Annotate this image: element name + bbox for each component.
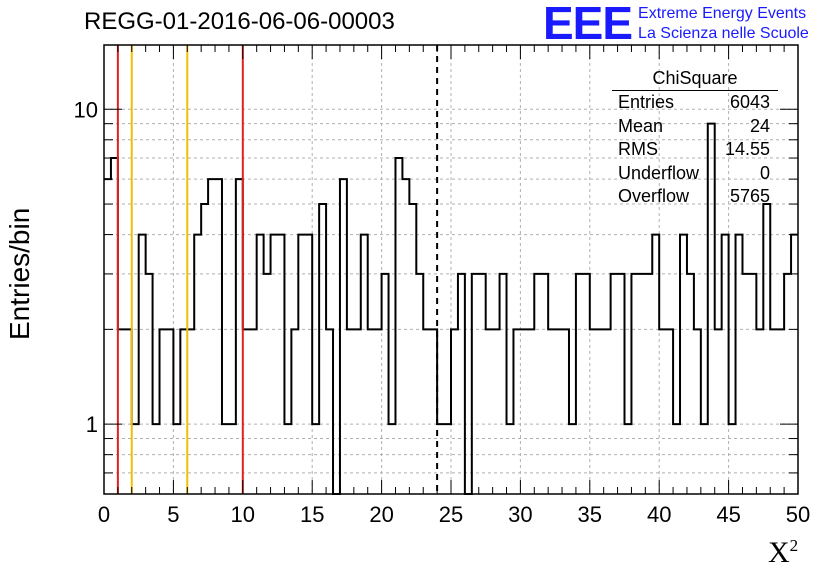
y-tick-label: 1	[86, 412, 98, 437]
stats-label: Entries	[618, 92, 675, 112]
stats-row-mean: Mean 24	[610, 115, 778, 139]
stats-row-underflow: Underflow 0	[610, 162, 778, 186]
logo-line-1: Extreme Energy Events	[638, 5, 807, 22]
x-axis-label-base: X	[768, 536, 790, 569]
stats-label: Mean	[618, 115, 664, 136]
x-tick-label: 35	[578, 502, 602, 527]
histogram-series	[104, 122, 798, 495]
stats-value: 0	[759, 162, 770, 183]
stats-row-rms: RMS 14.55	[610, 138, 778, 162]
logo-mark: EEE	[543, 0, 633, 49]
logo-line-2: La Scienza nelle Scuole	[638, 25, 809, 42]
stats-row-overflow: Overflow 5765	[610, 185, 778, 209]
x-tick-label: 5	[167, 502, 179, 527]
x-tick-label: 0	[98, 502, 110, 527]
eee-logo: EEE Extreme Energy Events La Scienza nel…	[543, 0, 809, 49]
x-tick-label: 50	[786, 502, 810, 527]
stats-label: Underflow	[618, 162, 700, 183]
x-tick-label: 20	[369, 502, 393, 527]
histogram-line	[104, 122, 798, 495]
y-axis-label: Entries/bin	[4, 207, 35, 340]
marker-lines	[116, 45, 439, 494]
stats-row-entries: Entries 6043	[610, 91, 778, 115]
y-tick-label: 10	[74, 97, 98, 122]
stats-value: 14.55	[724, 139, 770, 159]
x-tick-label: 15	[300, 502, 324, 527]
x-tick-label: 45	[716, 502, 740, 527]
stats-value: 24	[749, 115, 770, 136]
x-axis-label-superscript: 2	[789, 536, 799, 555]
stats-value: 5765	[729, 186, 770, 206]
axes: 0 5 10 15 20 25 30 35 40 45 50 1 10	[74, 44, 810, 527]
stats-box: ChiSquare Entries 6043 Mean 24 RMS 14.55 Un…	[610, 66, 778, 209]
x-axis-label: X2	[768, 536, 798, 570]
stats-label: RMS	[618, 139, 658, 159]
stats-value: 6043	[729, 92, 770, 112]
run-title: REGG-01-2016-06-06-00003	[84, 8, 395, 35]
stats-title: ChiSquare	[612, 66, 778, 91]
stats-label: Overflow	[618, 186, 690, 206]
x-tick-label: 10	[231, 502, 255, 527]
x-tick-label: 40	[647, 502, 671, 527]
x-tick-label: 25	[439, 502, 463, 527]
logo-text: Extreme Energy Events La Scienza nelle S…	[638, 4, 809, 44]
x-tick-label: 30	[508, 502, 532, 527]
